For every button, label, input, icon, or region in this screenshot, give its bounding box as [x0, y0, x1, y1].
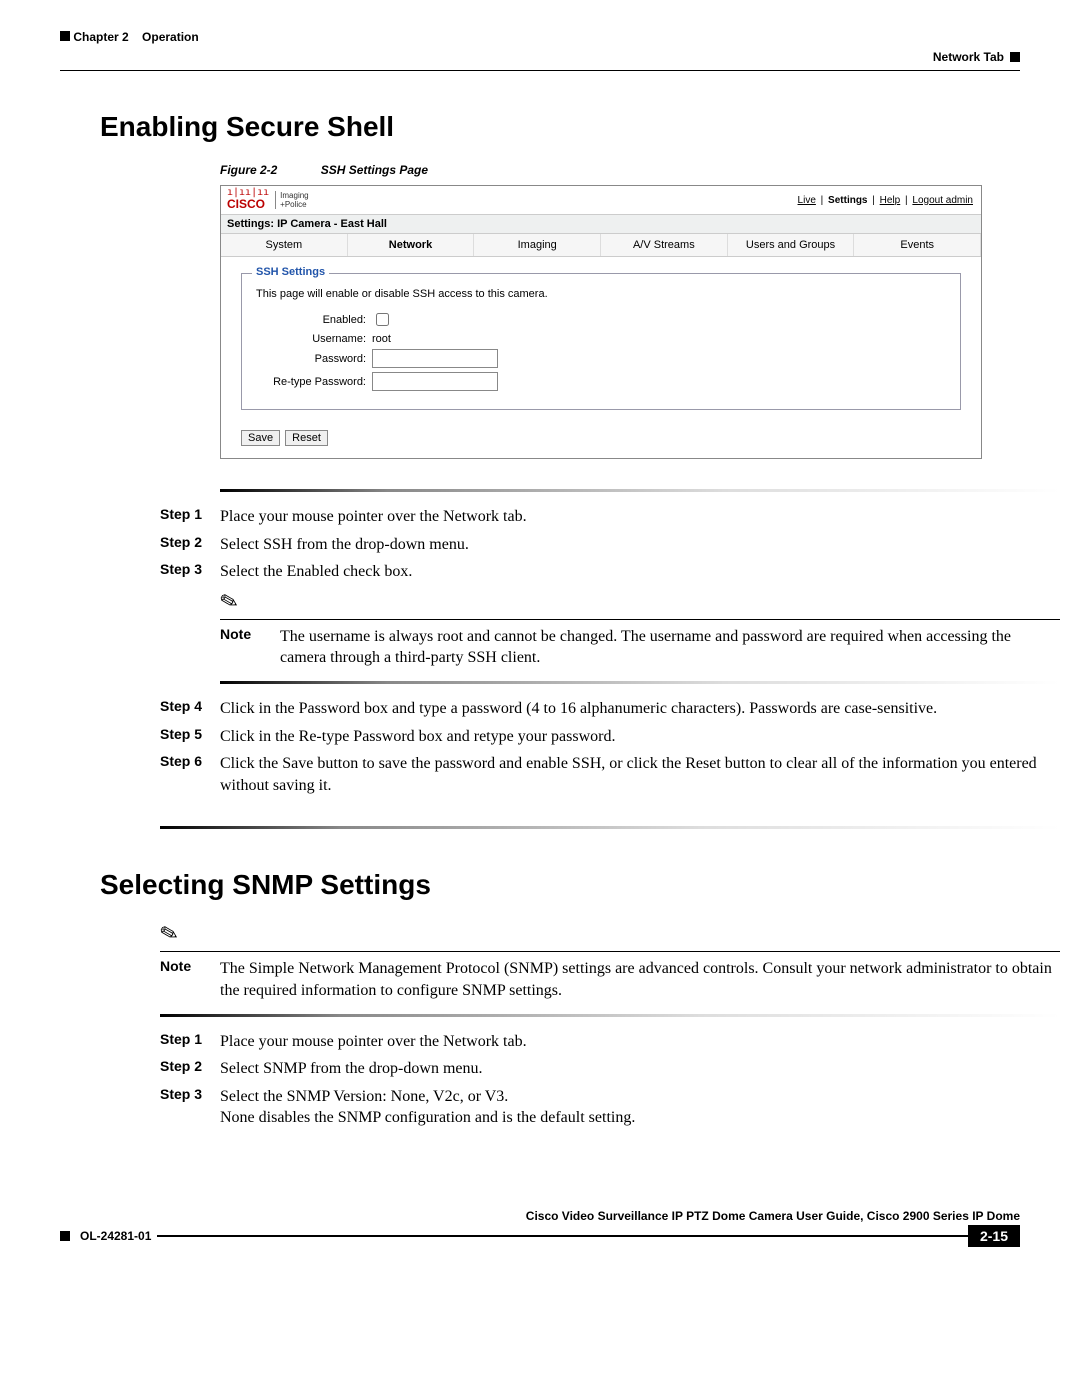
- section-heading-ssh: Enabling Secure Shell: [100, 111, 1020, 143]
- page-header-right: Network Tab: [60, 50, 1020, 64]
- fieldset-description: This page will enable or disable SSH acc…: [256, 288, 946, 300]
- save-button[interactable]: Save: [241, 430, 280, 446]
- step-text: Select the SNMP Version: None, V2c, or V…: [220, 1086, 635, 1129]
- note-icon: ✎: [157, 919, 182, 949]
- header-square-icon: [1010, 52, 1020, 62]
- step-label: Step 1: [160, 1031, 220, 1053]
- figure-number: Figure 2-2: [220, 163, 277, 177]
- step-label: Step 2: [160, 534, 220, 556]
- breadcrumb: Settings: IP Camera - East Hall: [221, 215, 981, 234]
- tab-network[interactable]: Network: [348, 234, 475, 256]
- step-text: Select SSH from the drop-down menu.: [220, 534, 469, 556]
- steps-snmp: Step 1 Place your mouse pointer over the…: [160, 1031, 1060, 1129]
- password-label: Password:: [256, 353, 372, 365]
- separator-bar: [220, 681, 1060, 684]
- separator-bar: [220, 489, 1060, 492]
- step-text: Click the Save button to save the passwo…: [220, 753, 1060, 796]
- fieldset-legend: SSH Settings: [252, 266, 329, 278]
- retype-password-input[interactable]: [372, 372, 498, 391]
- step-text: Place your mouse pointer over the Networ…: [220, 506, 527, 528]
- note-text: The username is always root and cannot b…: [280, 626, 1060, 669]
- note-text: The Simple Network Management Protocol (…: [220, 958, 1060, 1001]
- page-header: Chapter 2 Operation: [60, 30, 1020, 44]
- doc-number: OL-24281-01: [74, 1229, 157, 1243]
- separator-bar: [160, 826, 1060, 829]
- chapter-number: Chapter 2: [73, 30, 128, 44]
- note-block: ✎ Note The Simple Network Management Pro…: [160, 921, 1060, 1016]
- step-label: Step 3: [160, 561, 220, 583]
- cisco-subbrand: Imaging +Police: [275, 191, 308, 209]
- section-heading-snmp: Selecting SNMP Settings: [100, 869, 1020, 901]
- retype-password-label: Re-type Password:: [256, 376, 372, 388]
- tab-imaging[interactable]: Imaging: [474, 234, 601, 256]
- steps-ssh-cont: Step 4 Click in the Password box and typ…: [160, 698, 1060, 796]
- settings-tabs: System Network Imaging A/V Streams Users…: [221, 234, 981, 257]
- tab-events[interactable]: Events: [854, 234, 981, 256]
- logout-link[interactable]: Logout admin: [910, 195, 975, 206]
- step-text: Select SNMP from the drop-down menu.: [220, 1058, 482, 1080]
- page-number: 2-15: [968, 1225, 1020, 1247]
- cisco-logo: ı|ıı|ıı CISCO Imaging +Police: [227, 189, 309, 211]
- step-label: Step 6: [160, 753, 220, 796]
- note-label: Note: [220, 626, 280, 669]
- username-value: root: [372, 333, 391, 345]
- note-block: ✎ Note The username is always root and c…: [220, 589, 1060, 684]
- step-label: Step 5: [160, 726, 220, 748]
- reset-button[interactable]: Reset: [285, 430, 328, 446]
- page-footer: Cisco Video Surveillance IP PTZ Dome Cam…: [60, 1209, 1020, 1247]
- note-icon: ✎: [217, 587, 242, 617]
- settings-link[interactable]: Settings: [826, 195, 869, 206]
- step-text: Select the Enabled check box.: [220, 561, 412, 583]
- live-link[interactable]: Live: [796, 195, 818, 206]
- step-text: Click in the Re-type Password box and re…: [220, 726, 615, 748]
- help-link[interactable]: Help: [878, 195, 903, 206]
- password-input[interactable]: [372, 349, 498, 368]
- cisco-wordmark: CISCO: [227, 197, 269, 211]
- footer-square-icon: [60, 1231, 70, 1241]
- step-label: Step 4: [160, 698, 220, 720]
- tab-system[interactable]: System: [221, 234, 348, 256]
- cisco-bars-icon: ı|ıı|ıı: [227, 189, 269, 197]
- header-rule: [60, 70, 1020, 71]
- tab-av-streams[interactable]: A/V Streams: [601, 234, 728, 256]
- username-label: Username:: [256, 333, 372, 345]
- top-nav-links: Live | Settings | Help | Logout admin: [796, 195, 975, 206]
- ssh-settings-screenshot: ı|ıı|ıı CISCO Imaging +Police Live | Set…: [220, 185, 982, 459]
- step-label: Step 1: [160, 506, 220, 528]
- steps-ssh: Step 1 Place your mouse pointer over the…: [160, 506, 1060, 583]
- step-text: Place your mouse pointer over the Networ…: [220, 1031, 527, 1053]
- ssh-settings-fieldset: SSH Settings This page will enable or di…: [241, 273, 961, 410]
- chapter-title: Operation: [142, 30, 199, 44]
- header-square-icon: [60, 31, 70, 41]
- figure-caption: Figure 2-2 SSH Settings Page: [220, 163, 1020, 177]
- figure-title: SSH Settings Page: [321, 163, 428, 177]
- tab-users-groups[interactable]: Users and Groups: [728, 234, 855, 256]
- enabled-checkbox[interactable]: [376, 313, 389, 326]
- step-text: Click in the Password box and type a pas…: [220, 698, 937, 720]
- enabled-label: Enabled:: [256, 314, 372, 326]
- step-label: Step 3: [160, 1086, 220, 1129]
- section-label: Network Tab: [933, 50, 1004, 64]
- separator-bar: [160, 1014, 1060, 1017]
- note-label: Note: [160, 958, 220, 1001]
- step-label: Step 2: [160, 1058, 220, 1080]
- guide-title: Cisco Video Surveillance IP PTZ Dome Cam…: [60, 1209, 1020, 1223]
